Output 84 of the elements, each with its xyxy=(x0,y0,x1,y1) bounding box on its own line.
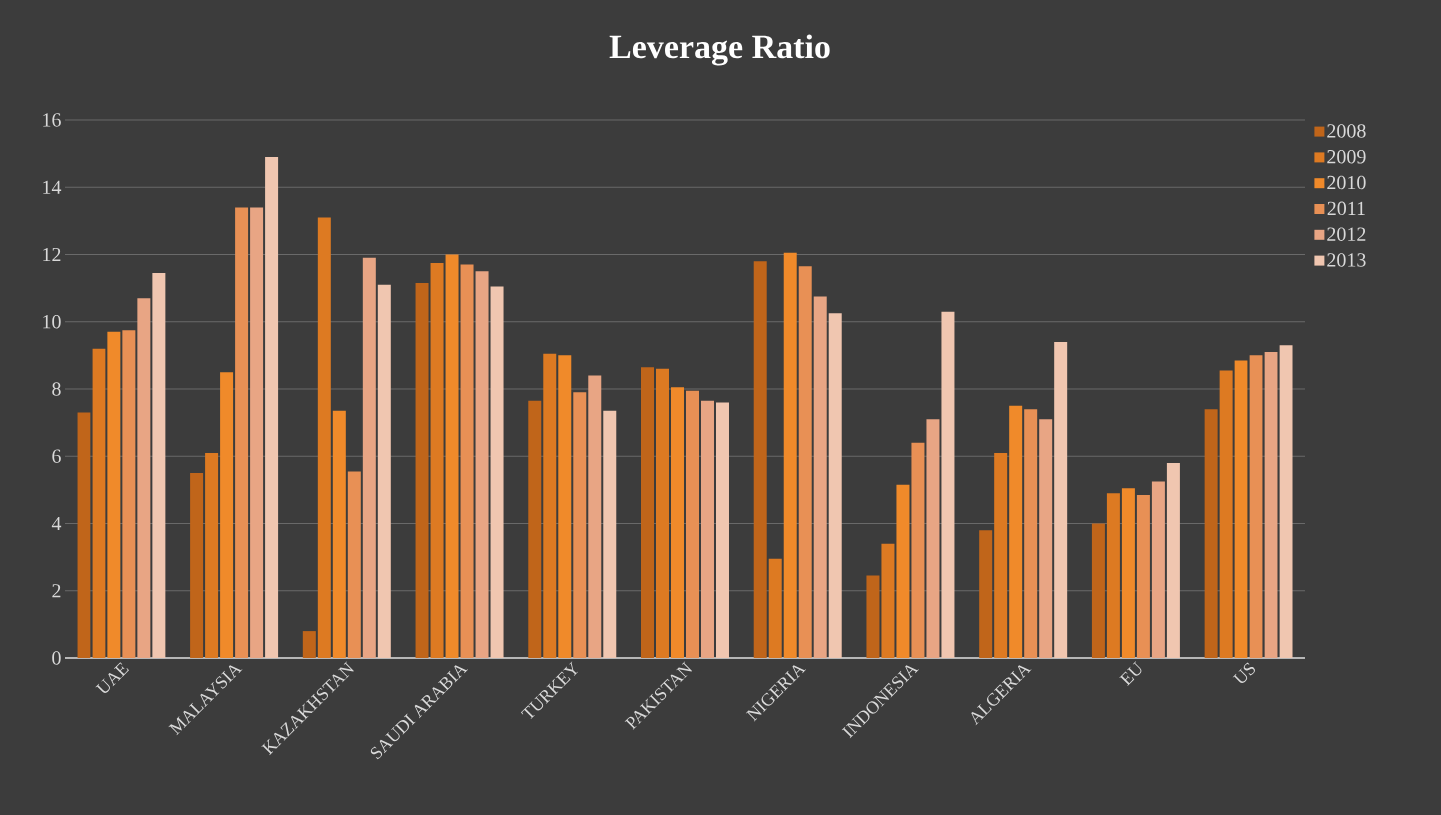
bar xyxy=(866,575,880,658)
bar xyxy=(1106,493,1120,658)
bar xyxy=(1136,494,1150,658)
bar xyxy=(220,372,234,658)
legend-label: 2012 xyxy=(1327,227,1366,241)
bar xyxy=(1121,488,1135,658)
bar xyxy=(460,264,474,658)
bar xyxy=(753,261,767,658)
bar xyxy=(235,207,249,658)
bar xyxy=(994,452,1008,658)
bar xyxy=(1219,370,1233,658)
bar xyxy=(250,207,264,658)
bar xyxy=(573,392,587,658)
y-tick-label: 16 xyxy=(43,113,61,127)
bar xyxy=(1264,352,1278,658)
bar xyxy=(1279,345,1293,658)
bar xyxy=(881,543,895,658)
bar xyxy=(1009,405,1023,658)
legend-label: 2011 xyxy=(1327,201,1365,216)
y-tick-label: 14 xyxy=(43,180,62,194)
chart-title: Leverage Ratio xyxy=(609,34,830,66)
bar xyxy=(137,298,151,658)
bar xyxy=(265,156,279,658)
bar xyxy=(430,262,444,658)
y-tick-label: 0 xyxy=(52,651,61,665)
bar xyxy=(671,387,684,658)
bar xyxy=(490,286,504,658)
bar xyxy=(1234,360,1248,658)
bar xyxy=(1054,341,1068,658)
bar xyxy=(941,311,955,658)
bar xyxy=(641,367,654,658)
bar xyxy=(768,558,782,658)
bar xyxy=(716,402,729,658)
bar xyxy=(317,217,331,658)
bar xyxy=(415,283,429,658)
y-tick-label: 4 xyxy=(51,516,62,531)
bar xyxy=(1151,481,1165,658)
bar xyxy=(332,410,346,658)
bar xyxy=(1091,523,1105,658)
bar xyxy=(528,400,542,658)
y-tick-label: 12 xyxy=(43,247,61,262)
legend-label: 2010 xyxy=(1327,175,1366,190)
bar xyxy=(1166,462,1180,658)
y-tick-label: 2 xyxy=(52,584,61,598)
bar xyxy=(475,271,489,658)
bar xyxy=(362,257,376,658)
bar xyxy=(1204,409,1218,658)
y-tick-label: 10 xyxy=(43,315,61,329)
legend-label: 2013 xyxy=(1327,253,1366,267)
bar xyxy=(1024,409,1038,658)
bar xyxy=(205,452,219,658)
bar xyxy=(783,252,797,658)
bar xyxy=(1039,419,1053,658)
bar xyxy=(190,473,204,658)
bar xyxy=(701,400,714,658)
bar xyxy=(107,331,121,658)
bar xyxy=(979,530,993,658)
bar xyxy=(302,631,316,658)
legend-label: 2009 xyxy=(1327,150,1366,164)
bar xyxy=(603,410,617,658)
bar xyxy=(92,348,106,658)
bar xyxy=(926,419,940,658)
bar xyxy=(558,355,572,658)
legend-label: 2008 xyxy=(1327,124,1366,138)
bar xyxy=(377,284,391,658)
y-tick-label: 8 xyxy=(52,382,61,396)
bar xyxy=(77,412,91,658)
bar xyxy=(686,390,699,658)
x-tick-label: EU xyxy=(1119,661,1142,687)
bar xyxy=(445,254,459,658)
y-tick-label: 6 xyxy=(52,449,61,463)
bar xyxy=(588,375,602,658)
bar xyxy=(122,330,136,658)
bar xyxy=(911,442,925,658)
bar xyxy=(896,484,910,658)
bar xyxy=(798,266,812,658)
bar xyxy=(813,296,827,658)
bar xyxy=(152,272,166,658)
bar xyxy=(828,313,842,658)
x-tick-label: US xyxy=(1232,662,1255,684)
bar xyxy=(543,353,557,658)
bar xyxy=(656,368,669,658)
bar xyxy=(1249,355,1263,658)
bar xyxy=(347,471,361,658)
